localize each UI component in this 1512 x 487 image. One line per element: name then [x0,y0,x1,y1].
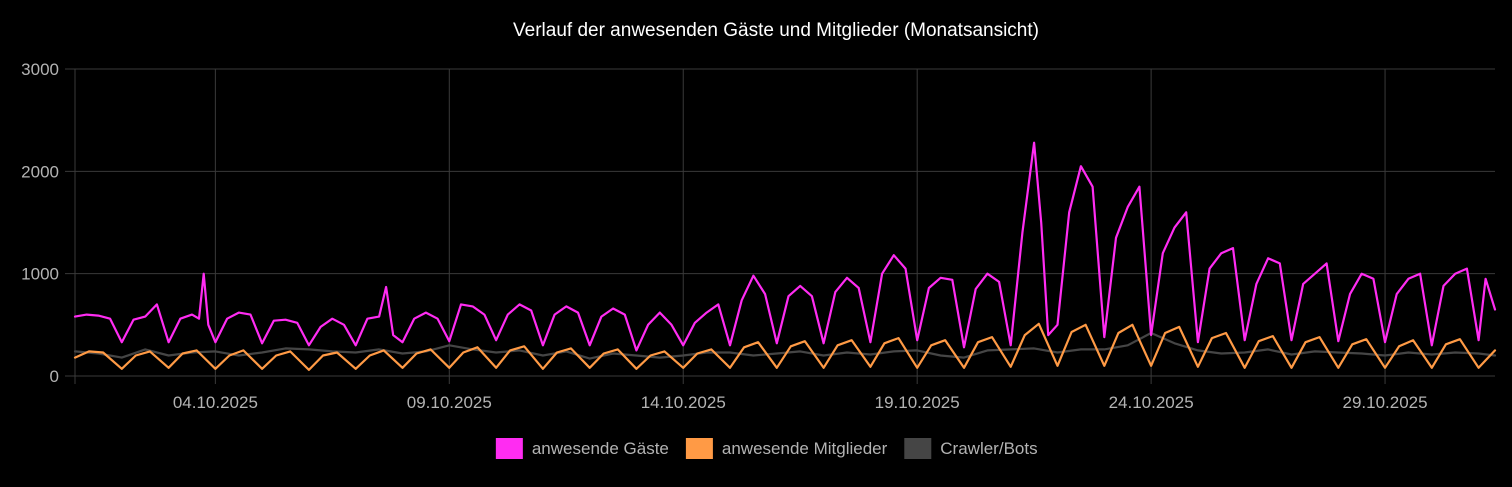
series-line-anwesende-mitglieder [73,322,1497,371]
y-tick-label: 0 [50,367,59,386]
axes: 0 1000 2000 3000 04.10.2025 09.10.2025 14.10.2… [21,60,1427,412]
series-line-anwesende-g-ste [73,141,1497,352]
x-tick-label: 24.10.2025 [1109,393,1194,412]
series-line-crawler-bots [73,331,1497,360]
legend-item[interactable]: anwesende Gäste [495,438,669,459]
legend-label: anwesende Mitglieder [722,439,888,458]
legend[interactable]: anwesende Gäste anwesende Mitglieder Crawl… [495,438,1038,459]
grid [65,68,1495,384]
y-tick-label: 2000 [21,162,59,181]
y-tick-label: 3000 [21,60,59,79]
legend-swatch [685,438,713,459]
x-tick-label: 09.10.2025 [407,393,492,412]
legend-label: Crawler/Bots [940,439,1037,458]
x-tick-label: 04.10.2025 [173,393,258,412]
legend-label: anwesende Gäste [532,439,669,458]
x-tick-label: 19.10.2025 [875,393,960,412]
legend-swatch [904,438,932,459]
chart-title: Verlauf der anwesenden Gäste und Mitglie… [513,20,1039,41]
legend-item[interactable]: anwesende Mitglieder [685,438,888,459]
series-layer [73,141,1497,371]
x-tick-label: 14.10.2025 [641,393,726,412]
y-tick-label: 1000 [21,265,59,284]
legend-item[interactable]: Crawler/Bots [904,438,1038,459]
x-tick-label: 29.10.2025 [1343,393,1428,412]
legend-swatch [495,438,523,459]
